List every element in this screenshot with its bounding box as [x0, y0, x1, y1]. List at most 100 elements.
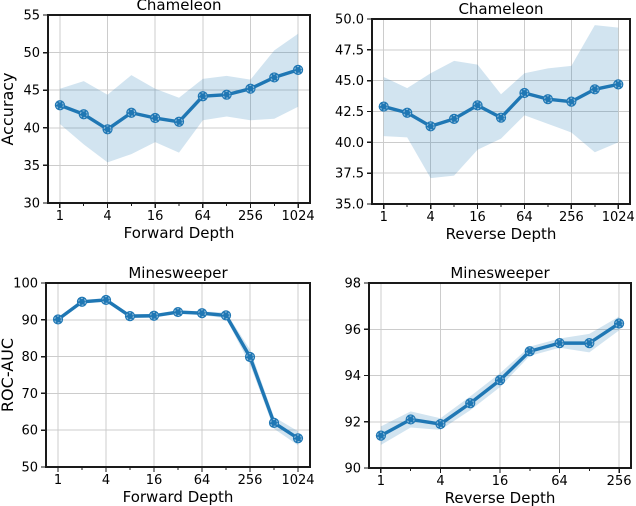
y-tick-label: 80	[21, 350, 38, 365]
y-tick-label: 45	[23, 84, 40, 99]
data-point-ring	[151, 114, 160, 122]
y-tick-label: 100	[13, 277, 38, 292]
data-point-ring	[174, 308, 182, 317]
y-tick-label: 94	[344, 369, 361, 384]
chart-title: Chameleon	[136, 0, 221, 14]
x-tick-label: 1	[54, 473, 62, 488]
data-point-ring	[127, 108, 136, 117]
chart-title: Minesweeper	[128, 264, 228, 282]
y-tick-label: 50	[23, 46, 40, 61]
x-tick-label: 16	[146, 473, 163, 488]
x-tick-label: 256	[238, 473, 263, 488]
data-point-ring	[379, 102, 388, 111]
data-point-ring	[585, 339, 594, 348]
data-point-ring	[615, 319, 624, 328]
x-tick-label: 256	[238, 209, 263, 224]
data-point-ring	[567, 97, 576, 106]
x-tick-label: 256	[607, 474, 632, 489]
chart-minesweeper-forward-svg: 1 4 16 64 256 1024 50 60 70 80 90 100 Minesweeper For…	[0, 264, 315, 506]
data-point-ring	[525, 347, 534, 356]
x-axis-label: Forward Depth	[124, 224, 235, 242]
chart-title: Minesweeper	[450, 264, 550, 282]
x-tick-label: 4	[103, 209, 111, 224]
chart-minesweeper-reverse-svg: 1 4 16 64 256 90 92 94 96 98 Minesweeper Reverse De…	[344, 264, 632, 506]
data-point-ring	[103, 125, 112, 134]
data-point-ring	[198, 92, 207, 101]
data-point-ring	[222, 311, 230, 320]
chart-chameleon-reverse-svg: 1 4 16 64 256 1024 35.0 37.5 40.0 42.5 45.0 47.5 50.…	[335, 0, 635, 243]
x-tick-label: 1024	[282, 209, 315, 224]
chart-chameleon-forward-svg: 1 4 16 64 256 1024 30 35 40 45 50 55 Chameleon Forwar…	[0, 0, 315, 242]
ticks	[364, 282, 620, 473]
y-tick-label: 70	[21, 387, 38, 402]
series-markers	[54, 64, 304, 135]
data-point-ring	[79, 110, 88, 119]
series-markers	[375, 318, 625, 441]
data-point-ring	[406, 415, 415, 424]
x-tick-label: 1024	[602, 210, 635, 225]
data-point-ring	[403, 108, 412, 117]
y-tick-label: 92	[344, 415, 361, 430]
series-line	[56, 298, 300, 440]
data-point-ring	[246, 84, 255, 93]
y-tick-label: 98	[344, 277, 361, 292]
chart-minesweeper-reverse: 1 4 16 64 256 90 92 94 96 98 Minesweeper Reverse De…	[318, 253, 636, 506]
series-markers	[378, 79, 624, 132]
ticks	[43, 14, 299, 208]
x-tick-label: 64	[516, 210, 533, 225]
y-tick-label: 50	[21, 461, 38, 476]
data-point-ring	[436, 420, 445, 429]
data-point-ring	[294, 434, 302, 443]
x-tick-label: 16	[147, 209, 164, 224]
data-point-ring	[426, 122, 435, 131]
x-axis-label: Forward Depth	[123, 488, 234, 506]
x-tick-label: 4	[436, 474, 444, 489]
y-tick-label: 50.0	[335, 13, 364, 28]
data-point-ring	[54, 315, 62, 324]
y-tick-label: 37.5	[335, 167, 364, 182]
chart-title: Chameleon	[458, 0, 543, 18]
data-point-ring	[246, 353, 254, 361]
y-tick-label: 40.0	[335, 136, 364, 151]
data-point-ring	[126, 312, 134, 321]
x-tick-label: 1	[377, 474, 385, 489]
data-point-ring	[376, 431, 385, 440]
data-point-ring	[497, 113, 505, 122]
y-axis-label: Accuracy	[0, 72, 17, 145]
series-markers	[52, 294, 304, 444]
x-tick-label: 1	[380, 210, 388, 225]
x-axis-label: Reverse Depth	[445, 489, 556, 506]
x-tick-label: 64	[551, 474, 568, 489]
data-point-ring	[466, 399, 475, 408]
data-point-ring	[175, 117, 183, 126]
y-tick-label: 42.5	[335, 105, 364, 120]
y-tick-label: 45.0	[335, 74, 364, 89]
chart-chameleon-forward: 1 4 16 64 256 1024 30 35 40 45 50 55 Chameleon Forwar…	[0, 0, 318, 253]
chart-chameleon-reverse: 1 4 16 64 256 1024 35.0 37.5 40.0 42.5 45.0 47.5 50.…	[318, 0, 636, 253]
ticks	[367, 18, 619, 209]
x-tick-label: 64	[194, 473, 211, 488]
data-point-ring	[78, 297, 86, 306]
y-axis-label: ROC-AUC	[0, 338, 17, 412]
data-point-ring	[520, 89, 529, 97]
data-point-ring	[102, 295, 110, 304]
chart-minesweeper-forward: 1 4 16 64 256 1024 50 60 70 80 90 100 Minesweeper For…	[0, 253, 318, 506]
data-point-ring	[450, 114, 459, 123]
x-tick-label: 4	[426, 210, 434, 225]
x-tick-label: 64	[195, 209, 212, 224]
data-point-ring	[55, 101, 64, 110]
y-tick-label: 40	[23, 121, 40, 136]
y-tick-label: 55	[23, 9, 40, 24]
y-tick-label: 30	[23, 197, 40, 212]
y-tick-label: 35.0	[335, 198, 364, 213]
data-point-ring	[543, 95, 552, 104]
y-tick-label: 35	[23, 159, 40, 174]
data-point-ring	[294, 65, 303, 74]
data-point-ring	[614, 80, 623, 89]
data-point-ring	[222, 90, 231, 99]
data-point-ring	[473, 101, 482, 110]
data-point-ring	[270, 73, 279, 82]
data-point-ring	[496, 376, 504, 385]
data-point-ring	[198, 309, 206, 318]
ticks	[41, 282, 299, 472]
